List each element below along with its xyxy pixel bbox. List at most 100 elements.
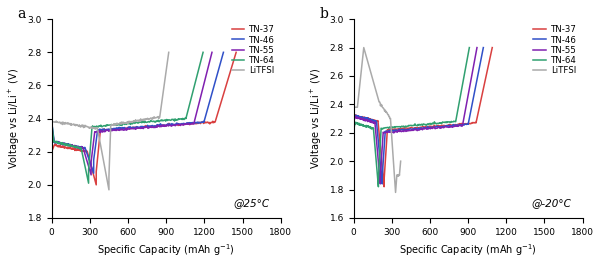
- TN-64: [374, 173, 381, 176]
- TN-55: [463, 103, 470, 107]
- LiTFSI: [56, 121, 63, 124]
- TN-55: [379, 150, 386, 153]
- Text: b: b: [319, 7, 328, 21]
- TN-64: [85, 182, 92, 185]
- TN-55: [474, 46, 481, 49]
- TN-37: [379, 171, 386, 175]
- TN-55: [365, 119, 373, 122]
- TN-55: [356, 117, 363, 120]
- TN-46: [112, 126, 120, 130]
- TN-37: [63, 146, 70, 149]
- TN-46: [53, 140, 61, 143]
- TN-55: [377, 182, 384, 186]
- TN-37: [69, 147, 76, 150]
- TN-46: [379, 182, 386, 186]
- LiTFSI: [48, 120, 55, 123]
- TN-46: [68, 144, 75, 147]
- TN-64: [350, 128, 357, 131]
- LiTFSI: [350, 106, 357, 109]
- TN-64: [91, 125, 98, 128]
- Y-axis label: Voltage vs Li/Li$^+$ (V): Voltage vs Li/Li$^+$ (V): [7, 68, 22, 169]
- TN-64: [200, 51, 207, 54]
- LiTFSI: [67, 122, 74, 126]
- TN-55: [376, 170, 383, 173]
- LiTFSI: [388, 132, 395, 136]
- TN-64: [53, 140, 60, 143]
- TN-37: [368, 118, 375, 122]
- TN-55: [48, 125, 55, 129]
- TN-37: [210, 121, 217, 124]
- TN-46: [97, 128, 104, 131]
- X-axis label: Specific Capacity (mAh g$^{-1}$): Specific Capacity (mAh g$^{-1}$): [399, 242, 537, 258]
- TN-37: [371, 118, 378, 121]
- LiTFSI: [105, 188, 112, 191]
- TN-37: [233, 51, 240, 54]
- TN-64: [376, 149, 383, 152]
- TN-55: [209, 51, 216, 54]
- TN-64: [466, 46, 473, 49]
- LiTFSI: [165, 51, 172, 54]
- TN-64: [456, 100, 463, 103]
- Line: TN-37: TN-37: [353, 48, 492, 187]
- Line: TN-55: TN-55: [353, 48, 477, 184]
- Line: TN-37: TN-37: [52, 52, 236, 185]
- Text: a: a: [17, 7, 26, 21]
- TN-46: [469, 102, 476, 105]
- LiTFSI: [362, 52, 369, 55]
- TN-37: [100, 128, 107, 131]
- TN-46: [350, 120, 357, 123]
- Line: TN-55: TN-55: [52, 52, 212, 175]
- TN-64: [355, 122, 362, 125]
- TN-55: [88, 173, 95, 176]
- LiTFSI: [384, 113, 391, 116]
- TN-46: [480, 46, 487, 49]
- X-axis label: Specific Capacity (mAh g$^{-1}$): Specific Capacity (mAh g$^{-1}$): [97, 242, 235, 258]
- TN-46: [90, 172, 97, 175]
- TN-55: [108, 129, 115, 132]
- TN-46: [48, 120, 55, 123]
- TN-46: [199, 121, 206, 124]
- TN-46: [380, 149, 388, 152]
- TN-46: [61, 142, 69, 145]
- Line: LiTFSI: LiTFSI: [353, 48, 401, 192]
- LiTFSI: [108, 123, 115, 127]
- TN-55: [61, 142, 68, 145]
- TN-64: [375, 185, 382, 188]
- Text: @25°C: @25°C: [233, 198, 269, 208]
- TN-46: [369, 120, 376, 123]
- TN-37: [380, 185, 388, 188]
- Text: @-20°C: @-20°C: [531, 198, 571, 208]
- LiTFSI: [75, 125, 82, 128]
- LiTFSI: [396, 169, 403, 172]
- TN-37: [382, 150, 389, 153]
- Y-axis label: Voltage vs Li/Li$^+$ (V): Voltage vs Li/Li$^+$ (V): [309, 68, 324, 169]
- TN-64: [48, 120, 55, 123]
- TN-55: [53, 140, 61, 143]
- TN-55: [94, 130, 101, 134]
- LiTFSI: [394, 174, 401, 177]
- Line: TN-64: TN-64: [52, 52, 203, 183]
- LiTFSI: [397, 160, 404, 163]
- TN-37: [93, 183, 100, 187]
- TN-55: [67, 144, 74, 148]
- TN-46: [220, 51, 227, 54]
- TN-37: [54, 144, 61, 147]
- Line: TN-46: TN-46: [52, 52, 224, 173]
- TN-64: [367, 126, 374, 129]
- TN-46: [377, 169, 385, 173]
- Legend: TN-37, TN-46, TN-55, TN-64, LiTFSI: TN-37, TN-46, TN-55, TN-64, LiTFSI: [230, 24, 276, 77]
- LiTFSI: [392, 191, 399, 194]
- TN-37: [48, 150, 55, 153]
- TN-37: [356, 116, 364, 119]
- Line: TN-64: TN-64: [353, 48, 469, 187]
- TN-64: [105, 124, 112, 127]
- TN-55: [368, 120, 375, 123]
- TN-64: [364, 125, 371, 128]
- LiTFSI: [115, 122, 123, 125]
- TN-37: [489, 46, 496, 49]
- Line: LiTFSI: LiTFSI: [52, 52, 169, 190]
- TN-64: [66, 144, 73, 147]
- Legend: TN-37, TN-46, TN-55, TN-64, LiTFSI: TN-37, TN-46, TN-55, TN-64, LiTFSI: [532, 24, 578, 77]
- LiTFSI: [368, 76, 376, 79]
- TN-46: [367, 118, 374, 121]
